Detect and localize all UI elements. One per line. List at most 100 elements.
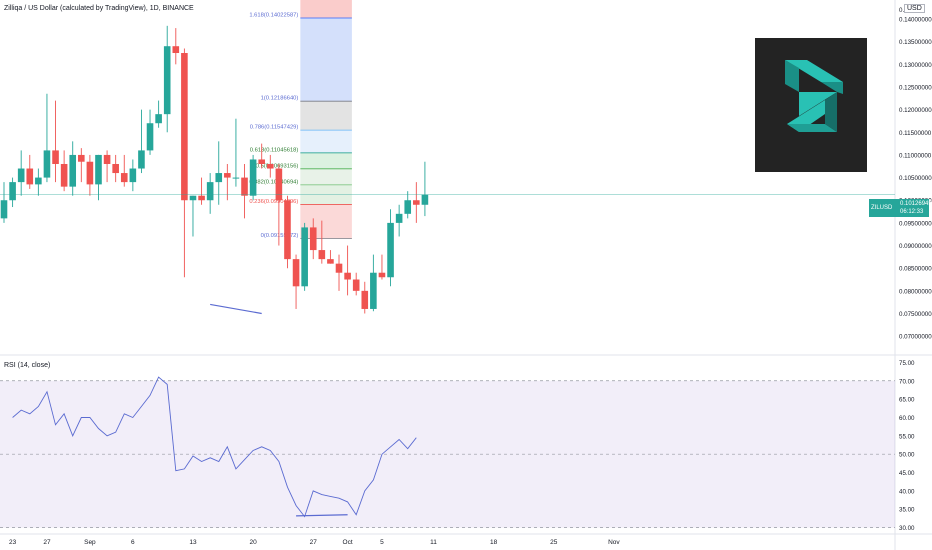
candle-body xyxy=(60,163,68,187)
time-axis-label: Nov xyxy=(608,539,620,546)
candle-body xyxy=(26,168,34,185)
candle-body xyxy=(138,150,145,169)
candle-body xyxy=(146,123,154,151)
candle-body xyxy=(78,154,85,162)
rsi-axis-label: 40.00 xyxy=(899,488,915,495)
candle-body xyxy=(335,263,343,273)
candle-body xyxy=(292,259,300,287)
rsi-axis-label: 35.00 xyxy=(899,507,915,514)
price-axis-label: 0.10500000 xyxy=(899,175,932,182)
candle-body xyxy=(318,250,326,260)
candle-body xyxy=(52,150,59,164)
time-axis-label: 23 xyxy=(9,539,17,546)
candle-body xyxy=(206,182,214,201)
candlestick-series xyxy=(0,25,429,314)
fib-level-label: 1(0.12186640) xyxy=(261,96,299,102)
rsi-line xyxy=(12,376,417,518)
candle-body xyxy=(189,195,197,201)
price-tag-countdown: 06:12:33 xyxy=(900,209,924,215)
price-axis-label: 0.12000000 xyxy=(899,107,932,114)
time-axis-label: 18 xyxy=(490,539,498,546)
fib-band xyxy=(300,152,352,169)
rsi-axis-label: 55.00 xyxy=(899,433,915,440)
rsi-axis-label: 30.00 xyxy=(899,525,915,532)
fib-band xyxy=(300,204,352,239)
candle-body xyxy=(215,173,223,183)
price-axis-label: 0.07500000 xyxy=(899,311,932,318)
candle-body xyxy=(129,168,137,183)
annotations xyxy=(0,194,895,315)
candle-body xyxy=(249,159,257,196)
candle-body xyxy=(301,227,308,287)
candle-body xyxy=(198,195,205,201)
candle-body xyxy=(9,182,16,201)
time-axis-label: 6 xyxy=(131,539,135,546)
candle-body xyxy=(404,200,412,214)
fib-level-label: 0.618(0.11045618) xyxy=(250,147,299,153)
price-axis-label: 0.11500000 xyxy=(899,130,932,137)
candle-body xyxy=(387,222,394,278)
fib-level-label: 0.5(0.10693156) xyxy=(256,163,299,169)
candle-body xyxy=(413,200,420,205)
fib-band xyxy=(300,168,352,185)
price-tag-symbol: ZILUSD xyxy=(871,205,893,211)
fib-level-label: 0.786(0.11547429) xyxy=(250,125,299,131)
candle-body xyxy=(43,150,51,178)
rsi-axis-label: 45.00 xyxy=(899,470,915,477)
candle-body xyxy=(370,272,377,309)
currency-button[interactable]: USD xyxy=(904,4,925,13)
candle-body xyxy=(103,154,111,164)
candle-body xyxy=(0,200,8,219)
candle-body xyxy=(421,194,429,205)
fib-band xyxy=(300,130,352,153)
support-trendline xyxy=(210,303,262,315)
candle-body xyxy=(241,177,248,196)
candle-body xyxy=(258,159,265,164)
time-axis-label: 25 xyxy=(550,539,558,546)
price-tag-value: 0.10126945 xyxy=(900,201,932,207)
candle-body xyxy=(344,272,351,280)
candle-body xyxy=(224,173,231,178)
time-axis-label: 27 xyxy=(43,539,51,546)
fibonacci-extension[interactable]: 0(0.09155572) 0.236(0.09904396) 0.382(0.10… xyxy=(249,0,352,239)
candle-body xyxy=(86,161,94,185)
candle-body xyxy=(275,168,283,201)
candle-body xyxy=(309,227,317,251)
rsi-axis-label: 65.00 xyxy=(899,397,915,404)
price-axis-label: 0.12500000 xyxy=(899,84,932,91)
price-axis-label: 0.09500000 xyxy=(899,220,932,227)
price-axis[interactable]: 0.1 USD0.140000000.135000000.130000000.1… xyxy=(899,7,932,532)
rsi-divergence-line xyxy=(296,514,348,517)
candle-body xyxy=(378,272,386,278)
time-axis-label: 5 xyxy=(380,539,384,546)
rsi-axis-label: 70.00 xyxy=(899,378,915,385)
fib-level-label: 1.618(0.14022587) xyxy=(249,13,298,19)
fib-band xyxy=(300,0,352,19)
price-axis-label: 0.07000000 xyxy=(899,334,932,341)
candle-body xyxy=(181,53,188,201)
candle-body xyxy=(284,200,291,260)
candle-body xyxy=(361,290,369,309)
candle-body xyxy=(155,114,162,124)
candle-body xyxy=(120,173,128,183)
price-axis-label: 0.13500000 xyxy=(899,39,932,46)
time-axis-label: 11 xyxy=(430,539,437,546)
rsi-axis-label: 50.00 xyxy=(899,452,915,459)
zilliqa-logo-icon xyxy=(755,38,867,172)
candle-body xyxy=(172,46,180,54)
candle-body xyxy=(112,163,119,174)
candle-body xyxy=(17,168,25,183)
price-axis-label: 0.08000000 xyxy=(899,288,932,295)
time-axis[interactable]: 23 27 Sep 6 13 20 27 Oct 5 11 18 25 Nov xyxy=(9,539,620,546)
fib-level-label: 0(0.09155572) xyxy=(261,233,299,239)
candle-body xyxy=(232,177,240,179)
fib-band xyxy=(300,101,352,131)
time-axis-label: 13 xyxy=(189,539,197,546)
price-axis-label: 0.11000000 xyxy=(899,152,932,159)
price-axis-label: 0.14000000 xyxy=(899,17,932,24)
price-axis-label: 0.13000000 xyxy=(899,62,932,69)
candle-body xyxy=(352,279,360,291)
candle-body xyxy=(69,154,77,187)
